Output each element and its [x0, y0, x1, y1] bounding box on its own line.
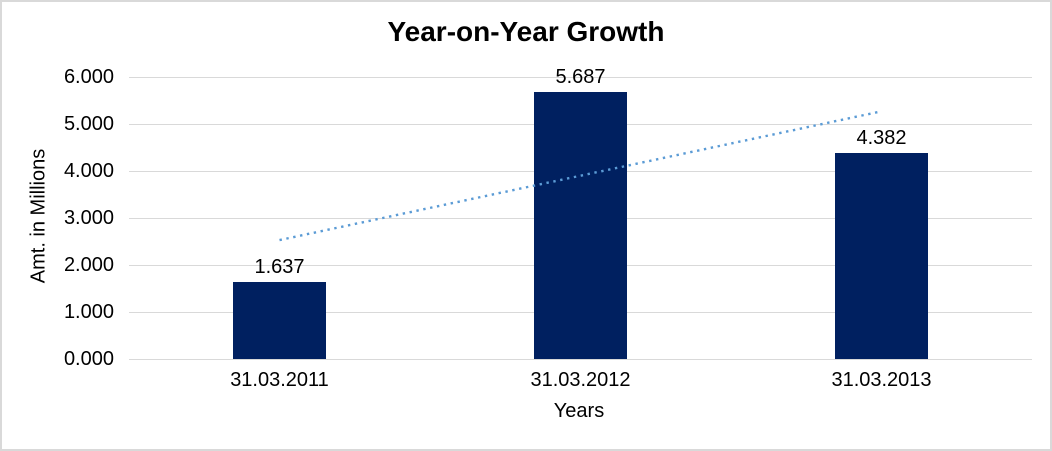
bar — [835, 153, 928, 359]
y-tick-label: 0.000 — [63, 348, 114, 370]
chart-title: Year-on-Year Growth — [387, 16, 665, 47]
x-tick-label: 31.03.2011 — [230, 369, 329, 391]
y-tick-label: 4.000 — [63, 160, 114, 182]
x-tick-label: 31.03.2012 — [530, 369, 631, 391]
bar-value-label: 5.687 — [555, 65, 606, 88]
bar-value-label: 1.637 — [254, 256, 305, 279]
bar — [534, 91, 627, 359]
gridline — [129, 358, 1032, 360]
y-tick-label: 5.000 — [63, 113, 114, 135]
gridline — [129, 76, 1032, 78]
bar-value-label: 4.382 — [856, 127, 907, 150]
y-tick-label: 1.000 — [63, 301, 114, 323]
x-axis-title: Years — [553, 400, 605, 422]
y-tick-label: 2.000 — [63, 254, 114, 276]
y-tick-label: 3.000 — [63, 207, 114, 229]
y-tick-label: 6.000 — [63, 66, 114, 88]
x-tick-label: 31.03.2013 — [831, 369, 932, 391]
bar — [233, 282, 326, 359]
